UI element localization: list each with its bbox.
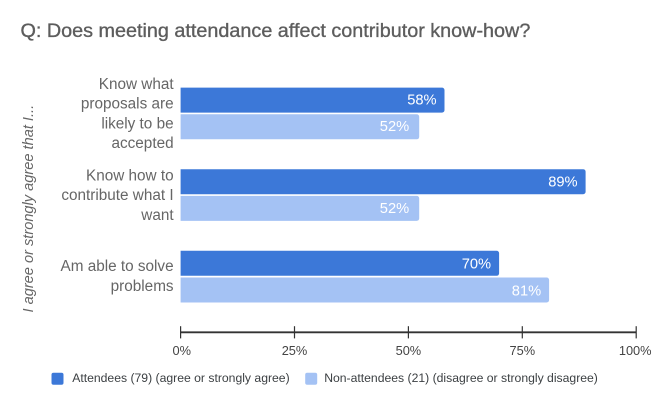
svg-text:52%: 52% xyxy=(380,201,409,217)
svg-text:0%: 0% xyxy=(173,343,192,358)
svg-text:Know how to: Know how to xyxy=(86,168,174,185)
svg-text:Know what: Know what xyxy=(99,76,175,93)
svg-text:100%: 100% xyxy=(619,343,652,358)
svg-text:70%: 70% xyxy=(462,257,491,273)
svg-text:proposals are: proposals are xyxy=(81,96,174,113)
svg-text:75%: 75% xyxy=(509,343,535,358)
svg-text:likely to be: likely to be xyxy=(101,115,173,132)
svg-text:problems: problems xyxy=(111,278,174,295)
svg-text:Q: Does meeting attendance aff: Q: Does meeting attendance affect contri… xyxy=(21,20,531,42)
svg-text:52%: 52% xyxy=(380,119,409,135)
svg-text:want: want xyxy=(140,207,174,224)
svg-text:25%: 25% xyxy=(282,343,308,358)
svg-text:81%: 81% xyxy=(512,284,541,300)
svg-text:58%: 58% xyxy=(407,93,436,109)
svg-text:Am able to solve: Am able to solve xyxy=(61,258,174,275)
svg-text:I agree or strongly agree that: I agree or strongly agree that I... xyxy=(21,105,37,313)
svg-text:contribute what I: contribute what I xyxy=(61,187,173,204)
svg-text:89%: 89% xyxy=(548,174,577,190)
svg-text:50%: 50% xyxy=(396,343,422,358)
svg-text:Non-attendees (21) (disagree o: Non-attendees (21) (disagree or strongly… xyxy=(324,371,598,385)
svg-text:accepted: accepted xyxy=(112,135,174,152)
svg-text:Attendees (79) (agree or stron: Attendees (79) (agree or strongly agree) xyxy=(72,371,289,385)
